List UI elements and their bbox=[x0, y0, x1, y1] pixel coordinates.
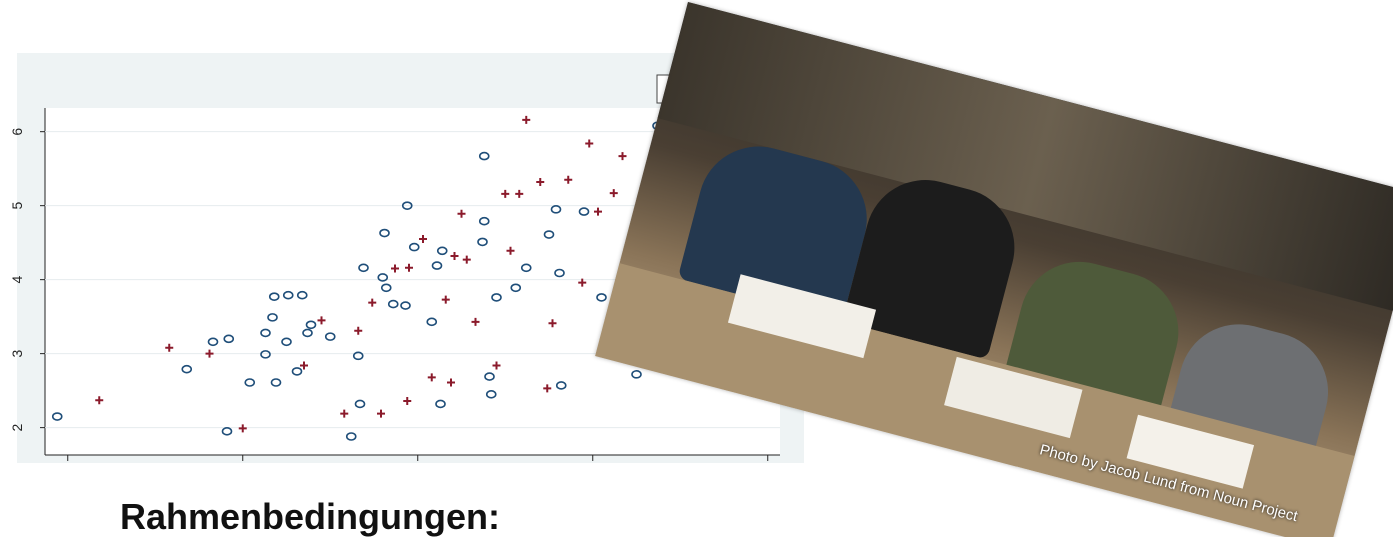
y-tick-label: 5 bbox=[9, 202, 25, 210]
slide: 23456 Photo by Jacob Lund from Noun Proj… bbox=[0, 0, 1393, 537]
y-tick-label: 3 bbox=[9, 350, 25, 358]
y-tick-label: 6 bbox=[9, 128, 25, 136]
heading: Rahmenbedingungen: bbox=[120, 496, 500, 537]
y-tick-label: 2 bbox=[9, 424, 25, 432]
y-tick-label: 4 bbox=[9, 276, 25, 284]
